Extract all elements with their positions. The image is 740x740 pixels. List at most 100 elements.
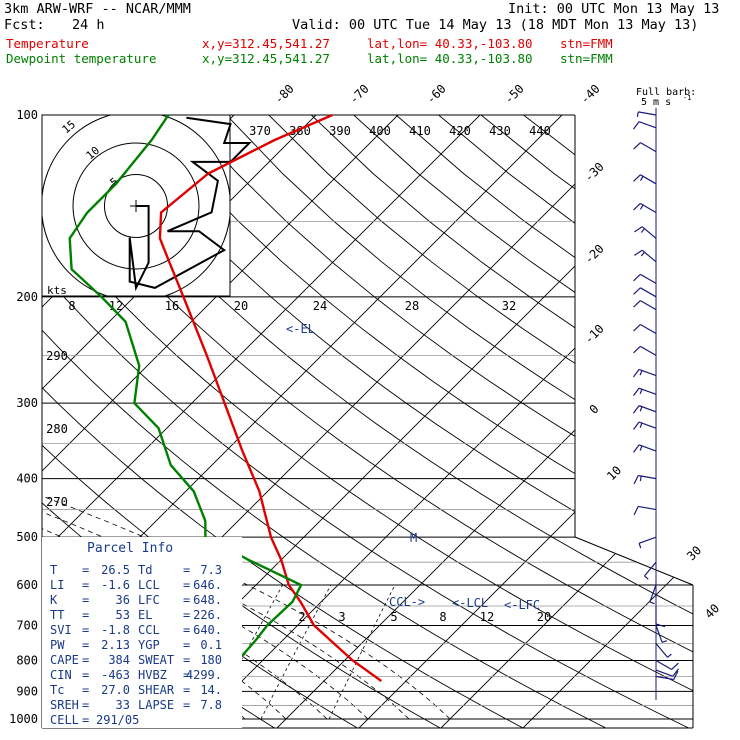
parcel-label: LAPSE [138, 698, 174, 712]
parcel-value: 180 [200, 653, 222, 667]
hodograph-unit-label: kts [47, 284, 67, 297]
wind-barb [634, 226, 657, 239]
mixing-ratio-label: 24 [313, 299, 327, 313]
wind-barb [632, 121, 657, 130]
dewpoint-profile [68, 114, 303, 682]
dry-adiabat [480, 115, 693, 728]
parcel-label: Td [138, 563, 152, 577]
wind-barb [655, 659, 679, 670]
mixing-ratio-label: 3 [338, 610, 345, 624]
parcel-label: LCL [138, 578, 160, 592]
parcel-equals: = [183, 653, 190, 667]
mixing-ratio-label: 16 [165, 299, 179, 313]
station-temp: stn=FMM [560, 36, 613, 51]
parcel-value: 4299. [186, 668, 222, 682]
parcel-label: PW [50, 638, 65, 652]
wind-barb [655, 605, 666, 628]
dry-adiabat [523, 115, 693, 728]
pressure-tick-label: 1000 [9, 712, 38, 726]
barb-legend-line1: Full barb: [636, 87, 696, 98]
isotherm [358, 115, 693, 728]
pressure-tick-label: 600 [16, 578, 38, 592]
parcel-equals: = [183, 668, 190, 682]
parcel-label: SVI [50, 623, 72, 637]
isotherm [194, 115, 693, 728]
barb-legend-exponent: -1 [683, 94, 691, 102]
parcel-cell-label: CELL [50, 713, 79, 727]
dry-adiabat [42, 115, 614, 728]
isotherm-label: -40 [578, 82, 603, 107]
parcel-equals: = [82, 608, 89, 622]
mixing-ratio-line [328, 584, 396, 720]
legend-temperature: Temperature [6, 36, 89, 51]
location-xy-dew: x,y=312.45,541.27 [202, 51, 330, 66]
dry-adiabat [226, 115, 693, 728]
parcel-label: CAPE [50, 653, 79, 667]
wind-barb [632, 444, 657, 453]
parcel-label: CCL [138, 623, 160, 637]
wind-barb [634, 249, 657, 263]
theta-left-label: 270 [46, 495, 68, 509]
isotherm-label: -20 [582, 242, 607, 267]
mixing-ratio-label: 2 [298, 610, 305, 624]
parcel-value: 640. [193, 623, 222, 637]
parcel-value: 384 [108, 653, 130, 667]
parcel-equals: = [183, 593, 190, 607]
parcel-label: TT [50, 608, 64, 622]
parcel-equals: = [183, 608, 190, 622]
pressure-tick-label: 800 [16, 653, 38, 667]
dry-adiabat [0, 115, 31, 732]
mixing-ratio-label: 5 [390, 610, 397, 624]
forecast-hour: 24 h [72, 17, 105, 33]
isotherm [42, 115, 399, 728]
theta-label: 370 [249, 124, 271, 138]
hodograph-ring [72, 142, 200, 270]
dry-adiabat [42, 115, 693, 728]
mixing-ratio-label: 32 [502, 299, 516, 313]
dry-adiabat [438, 115, 693, 728]
parcel-value: 648. [193, 593, 222, 607]
isotherm-label: -30 [582, 160, 607, 185]
isotherm [276, 115, 693, 728]
parcel-label: HVBZ [138, 668, 167, 682]
parcel-equals: = [82, 593, 89, 607]
theta-label: 410 [409, 124, 431, 138]
wind-barb [655, 643, 672, 658]
ccl-marker: CCL-> [389, 595, 425, 609]
pressure-tick-label: 300 [16, 396, 38, 410]
temperature-profile [158, 113, 383, 682]
dry-adiabat [353, 115, 693, 728]
mixing-ratio-label: 20 [234, 299, 248, 313]
pressure-tick-label: 700 [16, 618, 38, 632]
parcel-cell-equals: = [82, 713, 89, 727]
pressure-tick-label: 100 [16, 108, 38, 122]
pressure-tick-label: 400 [16, 472, 38, 486]
mixing-ratio-label: 8 [439, 610, 446, 624]
wind-barb [655, 668, 680, 677]
valid-time: Valid: 00 UTC Tue 14 May 13 (18 MDT Mon … [292, 17, 699, 33]
parcel-value: 2.13 [101, 638, 130, 652]
m-marker: M [410, 531, 417, 545]
isotherm-label: 0 [587, 402, 602, 417]
parcel-equals: = [183, 698, 190, 712]
parcel-label: LI [50, 578, 64, 592]
isotherm-label: -50 [502, 82, 527, 107]
lfc-marker: <-LFC [504, 598, 540, 612]
isotherm-label: -80 [272, 82, 297, 107]
wind-barb [638, 536, 657, 549]
el-marker: <-EL [286, 322, 315, 336]
isotherm [440, 115, 693, 728]
mixing-ratio-line [260, 584, 332, 720]
model-title: 3km ARW-WRF -- NCAR/MMM [4, 1, 191, 17]
parcel-info-panel: Parcel Info T = 26.5 Td = 7.3LI = -1.6 LCL = 646.K… [42, 537, 242, 728]
parcel-cell-value: 291/05 [96, 713, 139, 727]
parcel-equals: = [183, 578, 190, 592]
lcl-marker: <-LCL [452, 596, 488, 610]
wind-barb [632, 368, 657, 378]
wind-barb [633, 345, 657, 356]
parcel-value: 226. [193, 608, 222, 622]
wind-barb [643, 561, 657, 580]
dry-adiabat [268, 115, 693, 728]
wind-barb [655, 670, 679, 681]
